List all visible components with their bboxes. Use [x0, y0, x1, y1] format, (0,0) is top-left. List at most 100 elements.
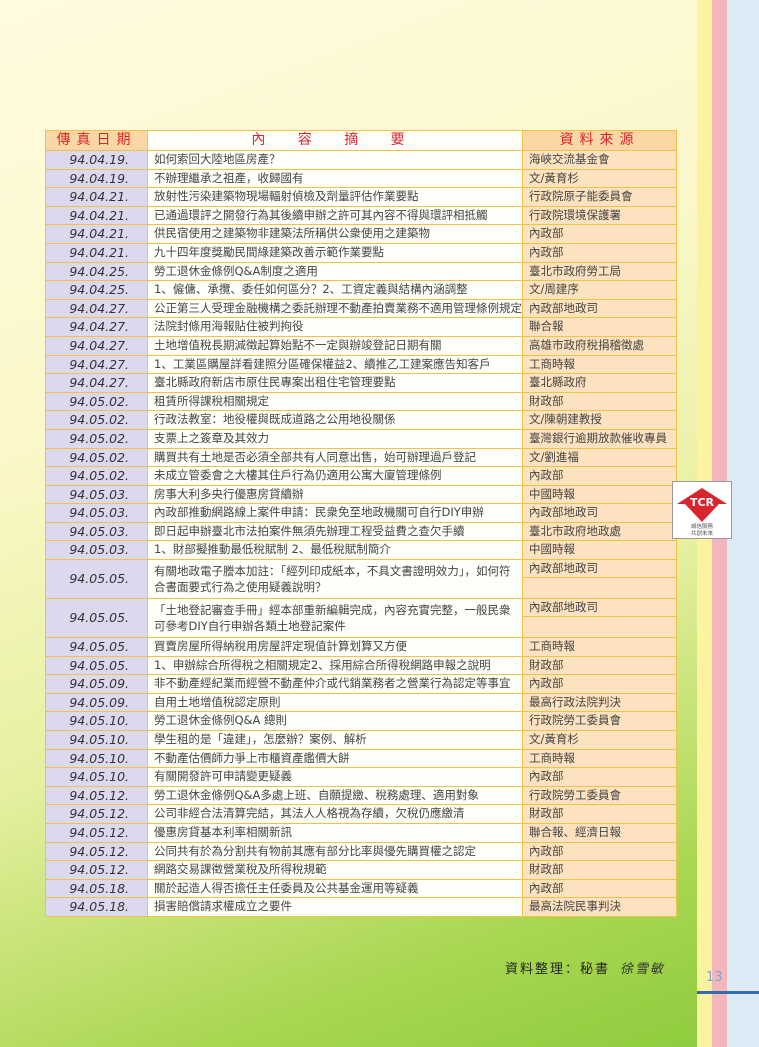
row-date: 94.05.02. [45, 447, 148, 468]
table-row: 94.05.03. 房事大利多央行優惠房貸續辦 中國時報 [45, 484, 677, 505]
row-content: 「土地登記審查手冊」經本部重新編輯完成，內容充實完整，一般民衆可參考DIY自行申… [147, 598, 523, 639]
row-content: 放射性污染建築物現場輻射偵檢及劑量評估作業要點 [147, 187, 523, 207]
table-row: 94.05.03. 即日起申辦臺北市法拍案件無須先辦理工程受益費之查欠手續 臺北市政… [45, 521, 677, 542]
row-date: 94.04.27. [45, 373, 148, 393]
table-row: 94.05.05. 買賣房屋所得納稅用房屋評定現值計算划算又方便 工商時報 [45, 637, 677, 657]
row-source: 內政部 [522, 466, 677, 486]
row-date: 94.05.05. [45, 637, 148, 657]
row-content: 即日起申辦臺北市法拍案件無須先辦理工程受益費之查欠手續 [147, 521, 523, 542]
row-date: 94.05.03. [45, 484, 148, 505]
row-date: 94.04.19. [45, 150, 148, 170]
row-content: 1、財部擬推動最低稅賦制 2、最低稅賦制簡介 [147, 540, 523, 561]
row-content: 勞工退休金條例Q&A制度之適用 [147, 261, 523, 282]
row-source: 文/周建序 [522, 280, 677, 300]
row-source: 文/陳朝建教授 [522, 410, 677, 430]
row-source: 內政部 [522, 674, 677, 694]
table-row: 94.05.09. 非不動產經紀業而經營不動產仲介或代銷業務者之營業行為認定等事宜… [45, 674, 677, 694]
row-source: 內政部地政司 [529, 600, 598, 615]
row-date: 94.05.03. [45, 503, 148, 523]
row-content: 網路交易課徵營業稅及所得稅規範 [147, 860, 523, 880]
table-row: 94.05.03. 內政部推動網路線上案件申請：民衆免至地政機關可自行DIY申辦內… [45, 503, 677, 523]
table-row: 94.04.21. 已通過環評之開發行為其後續申辦之許可其內容不得與環評相抵觸 行政… [45, 205, 677, 226]
table-row: 94.05.10. 學生租的是「違建」，怎麼辦？案例、解析 文/黃育杉 [45, 730, 677, 750]
row-source: 臺北市政府勞工局 [522, 261, 677, 282]
page-number: 13 [706, 970, 723, 985]
row-date: 94.05.05. [45, 559, 148, 600]
row-content: 公正第三人受理金融機構之委託辦理不動產拍賣業務不適用管理條例規定 [147, 298, 523, 319]
table-row: 94.05.02. 購買共有土地是否必須全部共有人同意出售，始可辦理過戶登記 文/劉… [45, 447, 677, 468]
table-row: 94.05.05. 有關地政電子謄本加註：「經列印成紙本，不具文書證明效力」，如何… [45, 559, 677, 600]
table-row: 94.05.02. 未成立管委會之大樓其住戶行為仍適用公寓大廈管理條例 內政部 [45, 466, 677, 486]
row-source: 財政部 [522, 804, 677, 824]
row-source: 內政部 [522, 841, 677, 862]
table-row: 94.04.21. 放射性污染建築物現場輻射偵檢及劑量評估作業要點 行政院原子能委員… [45, 187, 677, 207]
row-source: 最高法院民事判決 [522, 897, 677, 917]
table-row: 94.04.19. 如何索回大陸地區房產？ 海峽交流基金會 [45, 150, 677, 170]
row-source: 內政部 [522, 224, 677, 244]
table-row: 94.04.25. 勞工退休金條例Q&A制度之適用 臺北市政府勞工局 [45, 261, 677, 282]
row-source: 文/黃育杉 [522, 730, 677, 750]
header-content: 內 容 摘 要 [147, 130, 523, 151]
row-content: 如何索回大陸地區房產？ [147, 150, 523, 170]
table-row: 94.04.21. 供民宿使用之建築物非建築法所稱供公衆使用之建築物 內政部 [45, 224, 677, 244]
table-row: 94.04.27. 臺北縣政府新店市原住民專案出租住宅管理要點 臺北縣政府 [45, 373, 677, 393]
row-date: 94.05.05. [45, 655, 148, 676]
row-source: 行政院原子能委員會 [522, 187, 677, 207]
row-content: 1、申辦綜合所得稅之相關規定2、採用綜合所得稅網路申報之說明 [147, 655, 523, 676]
row-date: 94.05.12. [45, 860, 148, 880]
row-content: 不動產估價師力爭上市櫃資產鑑價大餅 [147, 748, 523, 769]
row-source: 最高行政法院判決 [522, 692, 677, 713]
row-source: 文/劉進福 [522, 447, 677, 468]
row-content: 供民宿使用之建築物非建築法所稱供公衆使用之建築物 [147, 224, 523, 244]
row-source-cell: 內政部地政司 [522, 598, 677, 639]
row-content: 土地增值稅長期減徵起算始點不一定與辦竣登記日期有關 [147, 335, 523, 356]
row-date: 94.04.27. [45, 298, 148, 319]
table-row: 94.05.18. 關於起造人得否擔任主任委員及公共基金運用等疑義 內政部 [45, 878, 677, 899]
row-content: 購買共有土地是否必須全部共有人同意出售，始可辦理過戶登記 [147, 447, 523, 468]
row-date: 94.04.25. [45, 280, 148, 300]
row-content: 1、工業區購屋詳看建照分區確保權益2、續推乙工建案應告知客戶 [147, 354, 523, 375]
table-row: 94.05.12. 公同共有於為分割共有物前其應有部分比率與優先購買權之認定 內政部 [45, 841, 677, 862]
row-date: 94.04.19. [45, 168, 148, 189]
table-row: 94.04.25. 1、僱傭、承攬、委任如何區分？2、工資定義與結構內涵調整 文/周… [45, 280, 677, 300]
table-row: 94.05.02. 租賃所得課稅相關規定 財政部 [45, 391, 677, 412]
row-content: 不辦理繼承之祖產，收歸國有 [147, 168, 523, 189]
row-source: 內政部 [522, 242, 677, 263]
row-content: 學生租的是「違建」，怎麼辦？案例、解析 [147, 730, 523, 750]
row-content: 優惠房貸基本利率相關新訊 [147, 823, 523, 843]
row-source: 聯合報、經濟日報 [522, 823, 677, 843]
tcr-logo: TCR 誠信服務 共創未來 [672, 481, 732, 539]
row-source: 海峽交流基金會 [522, 150, 677, 170]
row-content: 公同共有於為分割共有物前其應有部分比率與優先購買權之認定 [147, 841, 523, 862]
row-content: 關於起造人得否擔任主任委員及公共基金運用等疑義 [147, 878, 523, 899]
table-row: 94.04.27. 土地增值稅長期減徵起算始點不一定與辦竣登記日期有關 高雄市政府稅… [45, 335, 677, 356]
row-source: 工商時報 [522, 354, 677, 375]
row-date: 94.05.02. [45, 391, 148, 412]
row-content: 勞工退休金條例Q&A 總則 [147, 711, 523, 732]
table-row: 94.05.12. 優惠房貸基本利率相關新訊 聯合報、經濟日報 [45, 823, 677, 843]
row-source-cell: 內政部地政司 [522, 559, 677, 600]
row-source: 臺灣銀行逾期放款催收專員 [522, 428, 677, 449]
table-row: 94.05.05. 「土地登記審查手冊」經本部重新編輯完成，內容充實完整，一般民衆… [45, 598, 677, 639]
row-content: 有關開發許可申請變更疑義 [147, 767, 523, 787]
row-date: 94.05.03. [45, 540, 148, 561]
table-row: 94.05.03. 1、財部擬推動最低稅賦制 2、最低稅賦制簡介 中國時報 [45, 540, 677, 561]
row-content: 未成立管委會之大樓其住戶行為仍適用公寓大廈管理條例 [147, 466, 523, 486]
row-source: 工商時報 [522, 748, 677, 769]
table-row: 94.04.27. 法院封條用海報貼住被判拘役 聯合報 [45, 317, 677, 337]
svg-text:誠信服務: 誠信服務 [691, 522, 714, 530]
row-source: 財政部 [522, 655, 677, 676]
header-source: 資料來源 [522, 130, 677, 151]
row-date: 94.04.27. [45, 335, 148, 356]
table-row: 94.04.21. 九十四年度獎勵民間綠建築改善示範作業要點 內政部 [45, 242, 677, 263]
row-source: 財政部 [522, 860, 677, 880]
row-source: 臺北市政府地政處 [522, 521, 677, 542]
row-date: 94.05.18. [45, 897, 148, 917]
row-date: 94.05.09. [45, 674, 148, 694]
row-date: 94.05.18. [45, 878, 148, 899]
row-source: 文/黃育杉 [522, 168, 677, 189]
row-date: 94.05.05. [45, 598, 148, 639]
row-date: 94.05.12. [45, 785, 148, 806]
table-row: 94.05.10. 勞工退休金條例Q&A 總則 行政院勞工委員會 [45, 711, 677, 732]
row-date: 94.04.21. [45, 242, 148, 263]
